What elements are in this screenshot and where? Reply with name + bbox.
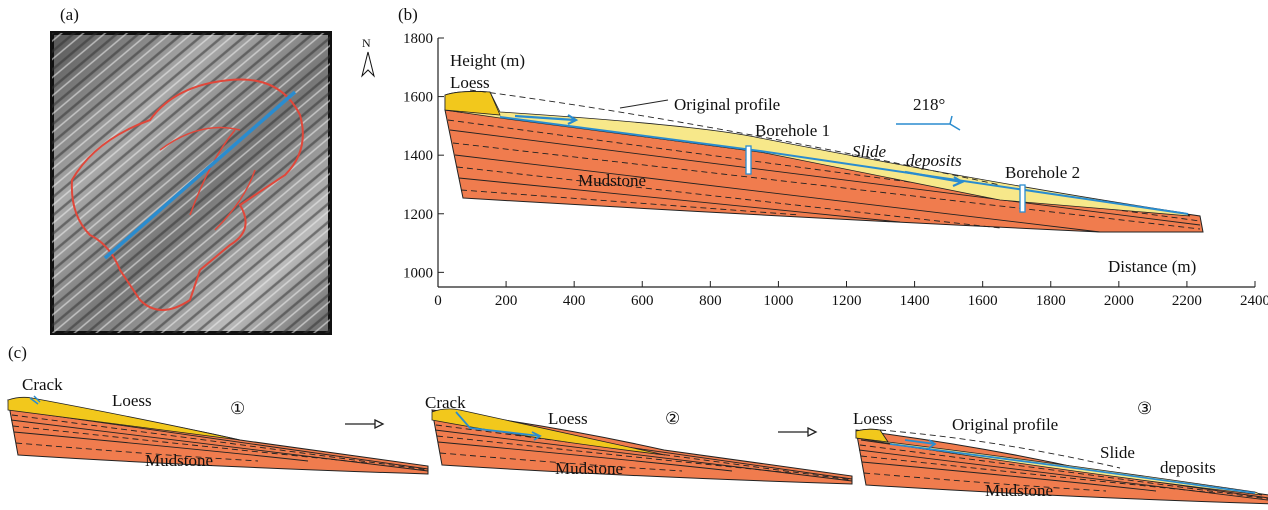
label: Loess: [450, 73, 490, 92]
stage-number: ②: [665, 409, 680, 428]
label: 218°: [913, 95, 945, 114]
y-tick-label: 1000: [403, 265, 433, 281]
label: Loess: [548, 409, 588, 428]
label: deposits: [1160, 458, 1216, 477]
x-tick-label: 1600: [968, 293, 998, 309]
x-tick-label: 1000: [763, 293, 793, 309]
stage-3: Loess Original profile ③ Slide deposits …: [853, 399, 1268, 505]
y-tick-label: 1400: [403, 148, 433, 164]
hillshade-map: N: [50, 31, 375, 335]
x-tick-label: 600: [631, 293, 654, 309]
axis-ticks: 0 200 400 600 800 1000 1200 1400 1600 1800 2000 220…: [403, 31, 1268, 309]
label: Mudstone: [578, 171, 646, 190]
stage-2: Crack Loess ② Mudstone: [425, 393, 853, 485]
label: Loess: [853, 409, 893, 428]
x-tick-label: 400: [563, 293, 586, 309]
y-tick-label: 1800: [403, 31, 433, 47]
label: Mudstone: [985, 481, 1053, 500]
label: Crack: [425, 393, 466, 412]
panel-label: (a): [60, 5, 79, 24]
x-tick-label: 1400: [900, 293, 930, 309]
arrow: [778, 426, 818, 438]
north-arrow: N: [362, 36, 371, 50]
label: Borehole 2: [1005, 163, 1080, 182]
arrow: [345, 418, 385, 430]
stage-number: ①: [230, 399, 245, 418]
label: Slide: [1100, 443, 1135, 462]
axis-title: Distance (m): [1108, 257, 1196, 276]
label: Loess: [112, 391, 152, 410]
x-tick-label: 0: [434, 293, 442, 309]
axis-title: Height (m): [450, 51, 525, 70]
label: Crack: [22, 375, 63, 394]
x-tick-label: 200: [495, 293, 518, 309]
x-tick-label: 2200: [1172, 293, 1202, 309]
panel-label: (b): [398, 5, 418, 24]
x-tick-label: 2000: [1104, 293, 1134, 309]
label: deposits: [906, 151, 962, 170]
label: Slide: [852, 142, 886, 161]
label: Original profile: [952, 415, 1058, 434]
x-tick-label: 800: [699, 293, 722, 309]
label: Borehole 1: [755, 121, 830, 140]
stage-1: Crack Loess ① Mudstone: [7, 375, 429, 475]
stage-number: ③: [1137, 399, 1152, 418]
x-tick-label: 1200: [832, 293, 862, 309]
x-tick-label: 1800: [1036, 293, 1066, 309]
y-tick-label: 1600: [403, 90, 433, 106]
profile: [444, 89, 1204, 233]
panel-label: (c): [8, 343, 27, 362]
x-tick-label: 2400: [1240, 293, 1268, 309]
label: Mudstone: [145, 451, 213, 470]
label: Original profile: [674, 95, 780, 114]
label: Mudstone: [555, 459, 623, 478]
y-tick-label: 1200: [403, 207, 433, 223]
